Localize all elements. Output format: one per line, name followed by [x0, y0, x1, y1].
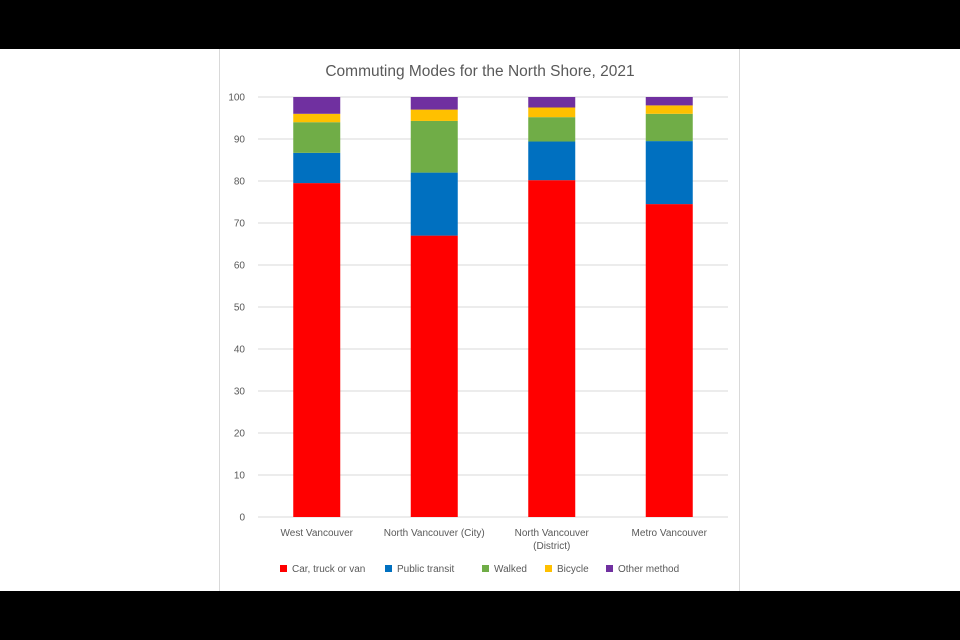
bar-segment	[645, 113, 693, 142]
y-tick-label: 70	[234, 219, 246, 230]
legend-label: Walked	[494, 564, 527, 575]
bar-segment	[528, 180, 576, 517]
bar-segment	[293, 113, 341, 123]
bar-segment	[528, 141, 576, 181]
x-category-label: North Vancouver	[515, 528, 590, 539]
x-axis-categories: West Vancouver North Vancouver (City) Nort…	[281, 528, 708, 552]
y-tick-label: 50	[234, 303, 246, 314]
legend-label: Other method	[618, 564, 679, 575]
bar-segment	[293, 122, 341, 153]
y-tick-label: 80	[234, 177, 246, 188]
x-category-label: Metro Vancouver	[632, 528, 708, 539]
stacked-bar-chart: Commuting Modes for the North Shore, 202…	[228, 63, 728, 575]
x-category-label: West Vancouver	[281, 528, 354, 539]
y-tick-label: 100	[228, 93, 245, 104]
bar-segment	[410, 97, 458, 110]
y-tick-label: 60	[234, 261, 246, 272]
bar-segment	[410, 235, 458, 517]
chart-panel: Commuting Modes for the North Shore, 202…	[0, 49, 960, 591]
y-tick-label: 90	[234, 135, 246, 146]
legend-swatch	[606, 565, 613, 572]
bar-segment	[528, 117, 576, 142]
bars	[293, 97, 693, 517]
bar-segment	[293, 152, 341, 184]
x-category-label: (District)	[533, 541, 570, 552]
legend: Car, truck or van Public transit Walked Bic…	[280, 564, 679, 575]
y-tick-label: 40	[234, 345, 246, 356]
bar-segment	[645, 105, 693, 114]
x-category-label: North Vancouver (City)	[384, 528, 485, 539]
legend-swatch	[385, 565, 392, 572]
bar-segment	[410, 109, 458, 121]
y-tick-label: 20	[234, 429, 246, 440]
legend-label: Public transit	[397, 564, 454, 575]
y-tick-label: 30	[234, 387, 246, 398]
bar-segment	[410, 172, 458, 236]
chart-card: Commuting Modes for the North Shore, 202…	[219, 49, 740, 591]
y-axis-ticks: 0 10 20 30 40 50 60 70 80 90 100	[228, 93, 245, 524]
y-tick-label: 10	[234, 471, 246, 482]
legend-swatch	[482, 565, 489, 572]
chart-title: Commuting Modes for the North Shore, 202…	[325, 63, 634, 80]
legend-label: Car, truck or van	[292, 564, 365, 575]
bar-segment	[293, 183, 341, 517]
bar-segment	[645, 97, 693, 106]
bar-segment	[410, 120, 458, 173]
bar-segment	[645, 204, 693, 517]
bar-segment	[528, 97, 576, 108]
legend-swatch	[280, 565, 287, 572]
y-tick-label: 0	[239, 513, 245, 524]
bar-segment	[645, 141, 693, 205]
bar-segment	[293, 97, 341, 114]
legend-swatch	[545, 565, 552, 572]
legend-label: Bicycle	[557, 564, 589, 575]
bar-segment	[528, 107, 576, 118]
